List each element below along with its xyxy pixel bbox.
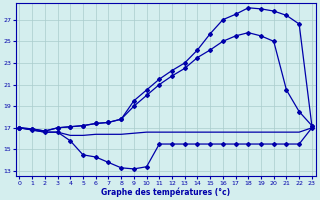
X-axis label: Graphe des températures (°c): Graphe des températures (°c) [101,187,230,197]
